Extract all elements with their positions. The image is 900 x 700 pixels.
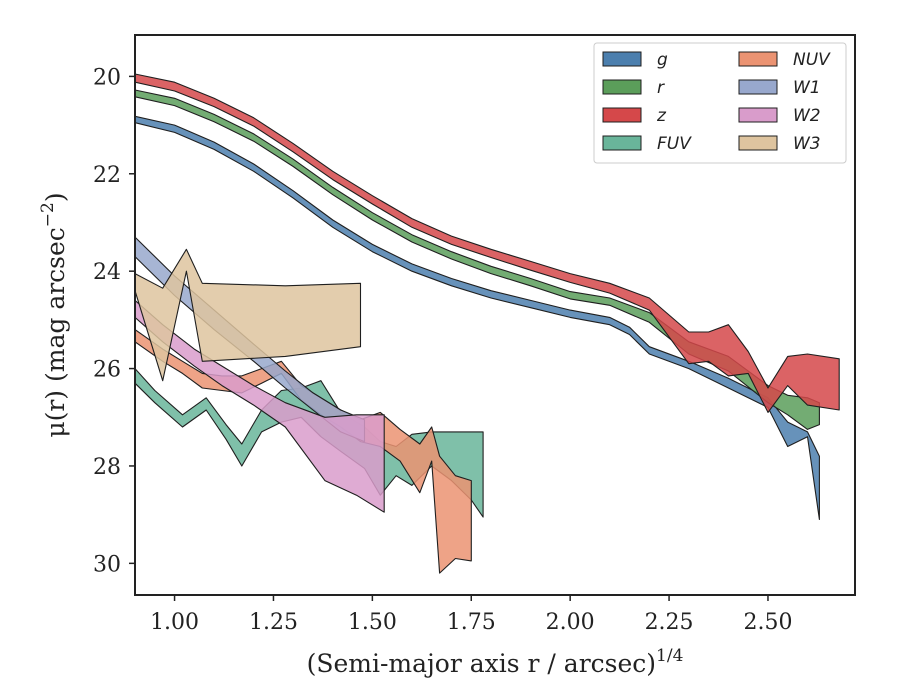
x-axis-ticks: 1.00 1.25 1.50 1.75 2.00 2.25 2.50: [150, 595, 792, 635]
y-tick-label: 28: [93, 455, 121, 480]
plot-frame: [134, 34, 856, 596]
x-tick-label: 1.75: [447, 610, 496, 635]
x-tick-label: 1.50: [348, 610, 397, 635]
legend-swatch-fuv: [602, 135, 642, 151]
legend-swatch-w2: [738, 107, 778, 123]
x-axis-label: (Semi-major axis r / arcsec)1/4: [307, 646, 684, 678]
legend-label-w2: W2: [793, 106, 821, 126]
data-bands: [135, 73, 840, 574]
x-tick-label: 1.25: [249, 610, 298, 635]
legend-swatch-r: [602, 79, 642, 95]
band-w2: [135, 299, 385, 513]
legend-swatch-nuv: [738, 51, 778, 67]
y-tick-label: 26: [93, 358, 121, 383]
band-z: [135, 73, 840, 413]
legend-label-w1: W1: [793, 78, 821, 98]
legend-label-nuv: NUV: [793, 50, 831, 70]
y-axis-ticks: 20 22 24 26 28 30: [93, 65, 135, 577]
legend-swatch-g: [602, 51, 642, 67]
legend-label-fuv: FUV: [657, 134, 692, 154]
legend-label-r: r: [657, 78, 665, 98]
x-tick-label: 2.00: [546, 610, 595, 635]
legend-swatch-w3: [738, 135, 778, 151]
y-tick-label: 22: [93, 163, 121, 188]
y-axis-label: μ(r) (mag arcsec−2): [38, 192, 70, 437]
legend-swatch-z: [602, 107, 642, 123]
legend-swatch-w1: [738, 79, 778, 95]
band-r: [135, 89, 820, 430]
band-g: [135, 115, 820, 521]
legend-label-z: z: [656, 106, 667, 126]
legend-label-g: g: [657, 50, 668, 70]
x-tick-label: 2.25: [645, 610, 694, 635]
y-tick-label: 30: [93, 552, 121, 577]
legend: grz FUV NUV W1 W2 W3: [593, 42, 847, 164]
legend-box: [593, 42, 847, 164]
y-tick-label: 24: [93, 260, 121, 285]
y-tick-label: 20: [93, 65, 121, 90]
legend-label-w3: W3: [793, 134, 821, 154]
x-tick-label: 1.00: [150, 610, 199, 635]
x-tick-label: 2.50: [743, 610, 792, 635]
band-w3: [135, 248, 362, 382]
